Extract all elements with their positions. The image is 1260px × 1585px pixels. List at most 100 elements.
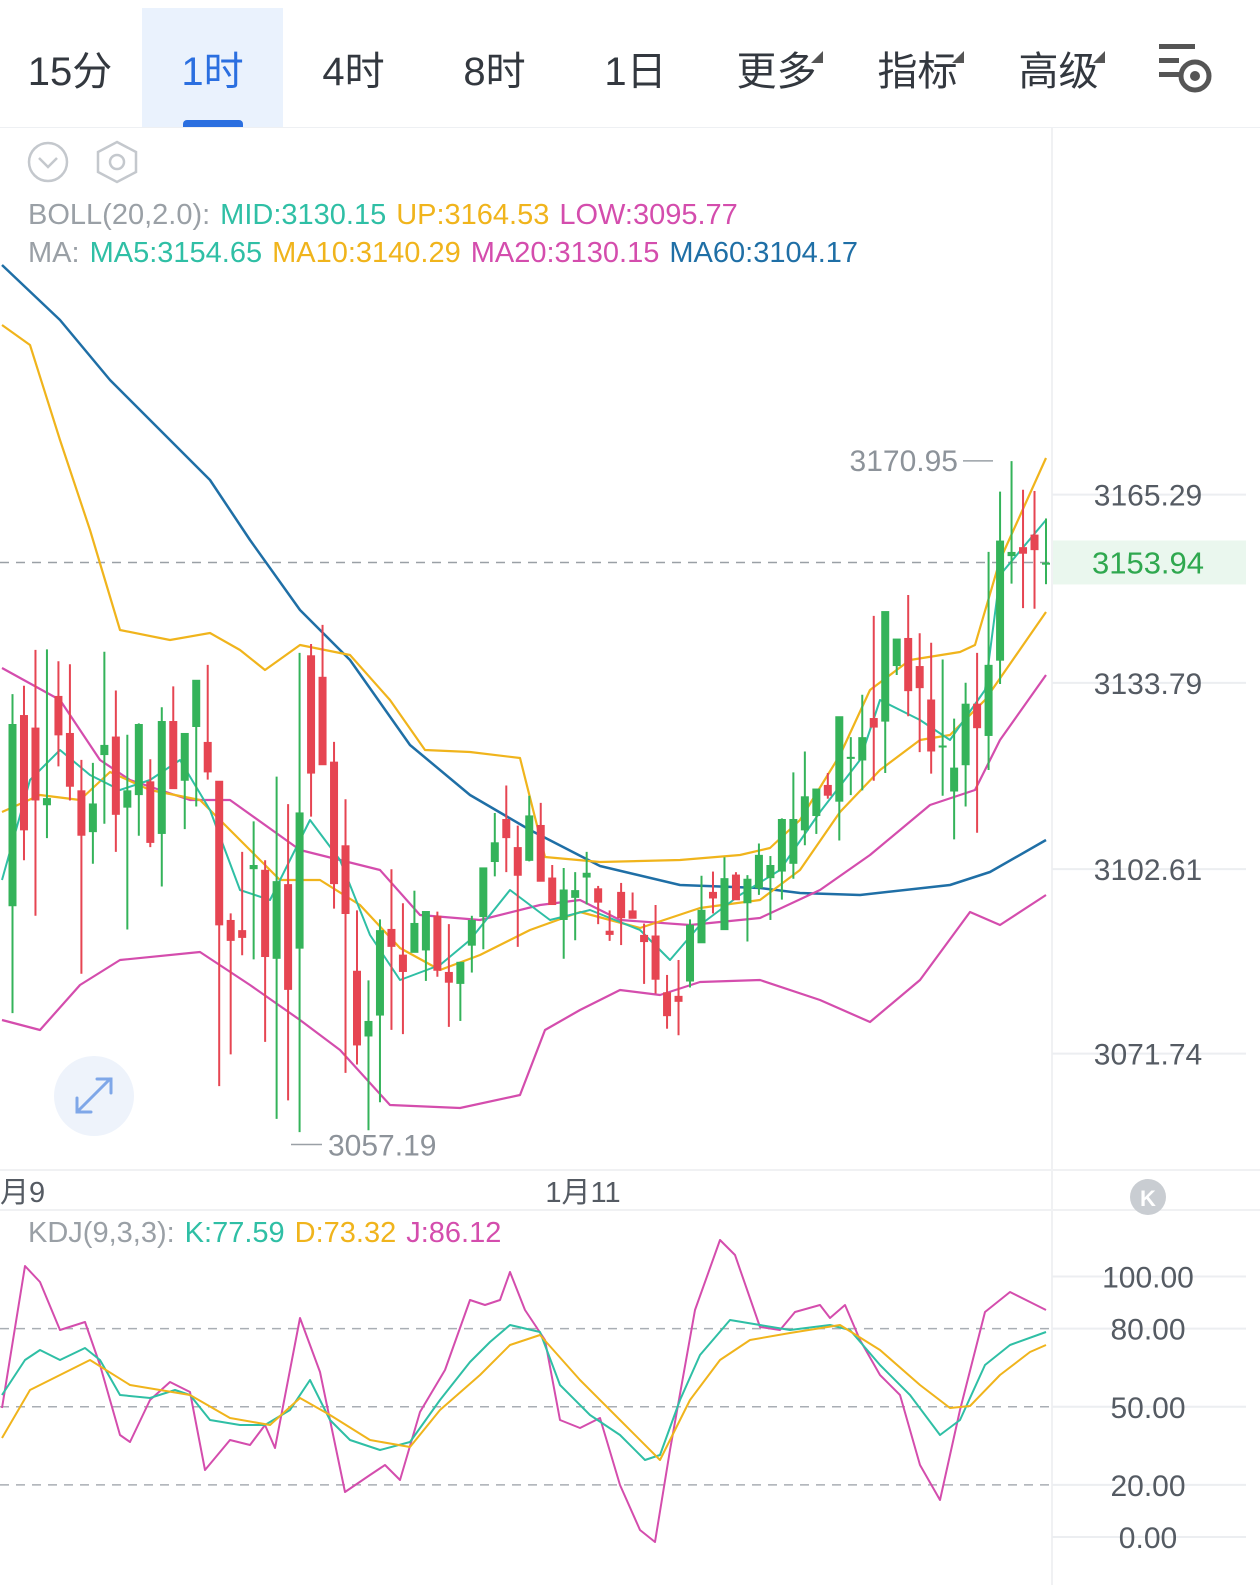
hexagon-settings-icon — [96, 140, 138, 184]
tab-label: 15分 — [27, 49, 113, 94]
candle-body — [663, 992, 672, 1017]
chart-background — [0, 128, 1260, 1585]
candle-body — [272, 881, 281, 959]
candle-body — [42, 798, 51, 806]
candle-body — [215, 780, 224, 926]
candle-body — [961, 703, 970, 766]
candle-body — [169, 721, 178, 790]
kdj-k-value: K:77.59 — [185, 1217, 285, 1249]
price-tick-label: 3165.29 — [1094, 480, 1202, 513]
ma10-value: MA10:3140.29 — [272, 237, 461, 269]
tab-2[interactable]: 4时 — [283, 8, 424, 127]
candle-body — [364, 1020, 373, 1037]
candle-body — [697, 909, 706, 944]
candle-body — [307, 655, 316, 774]
kdj-d-line — [1, 1324, 1047, 1461]
tab-4[interactable]: 1日 — [565, 8, 706, 127]
chart-settings-button[interactable] — [1155, 38, 1221, 98]
candle-body — [789, 819, 798, 864]
candle-body — [249, 865, 258, 870]
candle-body — [628, 910, 637, 919]
price-tick-label: 3133.79 — [1094, 668, 1202, 701]
candle-body — [467, 919, 476, 946]
candle-body — [754, 854, 763, 889]
candle-body — [525, 815, 534, 861]
ma5-line — [1, 519, 1047, 981]
candle-body — [1030, 534, 1039, 551]
candle-body — [950, 767, 959, 792]
tab-7[interactable]: 高级 — [988, 8, 1147, 127]
active-tab-indicator — [182, 120, 243, 127]
boll-low-value: LOW:3095.77 — [559, 199, 737, 231]
tab-1[interactable]: 1时 — [142, 8, 283, 127]
k-logo-letter: K — [1140, 1186, 1156, 1211]
candle-body — [318, 676, 327, 766]
tab-label: 指标 — [878, 39, 964, 97]
candle-body — [823, 784, 832, 796]
candle-body — [479, 867, 488, 917]
candle-body — [858, 737, 867, 761]
candle-body — [1007, 551, 1016, 557]
candle-body — [134, 724, 143, 796]
kdj-d-value: D:73.32 — [295, 1217, 397, 1249]
kdj-tick-label: 0.00 — [1119, 1522, 1177, 1555]
candle-body — [582, 872, 591, 878]
tab-label: 1日 — [604, 49, 667, 94]
candle-body — [915, 666, 924, 689]
candle-body — [674, 995, 683, 1002]
boll-mid-value: MID:3130.15 — [220, 199, 386, 231]
candle-body — [490, 842, 499, 863]
k-logo-icon — [1130, 1179, 1166, 1215]
current-price-badge — [1053, 540, 1246, 585]
candle-body — [686, 924, 695, 982]
candle-body — [892, 638, 901, 667]
candle-body — [180, 732, 189, 781]
candle-body — [238, 930, 247, 938]
candle-body — [88, 803, 97, 833]
collapse-chevron-icon — [27, 141, 69, 183]
candle-body — [398, 954, 407, 972]
candle-body — [341, 845, 350, 914]
tab-0[interactable]: 15分 — [0, 8, 140, 127]
time-label: 月9 — [0, 1177, 45, 1209]
tab-5[interactable]: 更多 — [706, 8, 865, 127]
candle-body — [111, 736, 120, 815]
candle-body — [927, 699, 936, 752]
kdj-tick-label: 50.00 — [1110, 1392, 1185, 1425]
candle-body — [536, 824, 545, 882]
candle-body — [513, 847, 522, 876]
candle-body — [203, 741, 212, 773]
kdj-tick-label: 100.00 — [1102, 1262, 1194, 1295]
candle-body — [594, 888, 603, 903]
candle-body — [559, 889, 568, 920]
candle-body — [502, 819, 511, 839]
time-label: 1月11 — [545, 1177, 620, 1209]
candle-body — [226, 919, 235, 941]
ma-legend-name: MA: — [28, 237, 80, 269]
candle-body — [100, 744, 109, 756]
candle-body — [8, 724, 17, 907]
candle-body — [146, 781, 155, 843]
expand-arrows-icon — [75, 1077, 113, 1114]
tab-6[interactable]: 指标 — [847, 8, 1006, 127]
tab-label: 更多 — [737, 39, 823, 97]
boll-upper-line — [1, 324, 1048, 864]
ma20-value: MA20:3130.15 — [471, 237, 660, 269]
candle-body — [651, 935, 660, 980]
candle-body — [938, 745, 947, 748]
ma60-line — [1, 264, 1047, 897]
tab-label: 8时 — [463, 49, 526, 94]
tab-label: 1时 — [181, 49, 244, 94]
candle-body — [835, 716, 844, 802]
price-chart[interactable]: 3165.29 3133.79 3102.61 3071.74 3153.94 3170.… — [0, 128, 1260, 1585]
low-price-label: 3057.19 — [328, 1130, 436, 1163]
candle-body — [869, 718, 878, 728]
ma5-value: MA5:3154.65 — [90, 237, 263, 269]
candle-body — [330, 761, 339, 885]
candle-body — [766, 865, 775, 879]
candle-body — [1042, 562, 1050, 565]
high-price-label: 3170.95 — [850, 445, 958, 478]
candle-body — [617, 891, 626, 919]
candle-body — [192, 679, 201, 727]
tab-3[interactable]: 8时 — [424, 8, 565, 127]
